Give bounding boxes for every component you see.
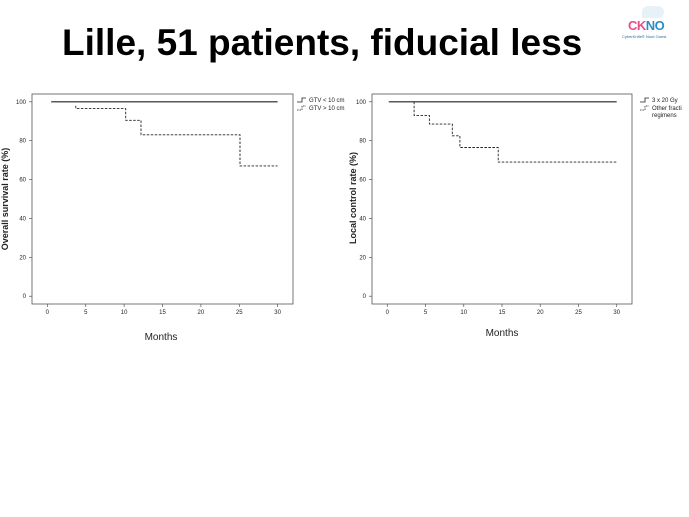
legend-label-0: 3 x 20 Gy <box>652 98 678 104</box>
x-tick-label: 0 <box>386 310 390 316</box>
x-tick-label: 5 <box>424 310 428 316</box>
x-axis-title: Months <box>145 332 178 343</box>
y-tick-label: 80 <box>19 139 26 145</box>
y-tick-label: 100 <box>356 100 367 106</box>
legend-symbol-1 <box>297 105 306 111</box>
series-line-1 <box>413 101 617 163</box>
y-tick-label: 40 <box>19 216 26 222</box>
x-tick-label: 30 <box>274 310 281 316</box>
slide-title: Lille, 51 patients, fiducial less <box>62 22 583 63</box>
y-tick-label: 60 <box>19 178 26 184</box>
y-tick-label: 20 <box>19 255 26 261</box>
logo-no: NO <box>645 18 665 33</box>
x-tick-label: 15 <box>499 310 506 316</box>
y-tick-label: 20 <box>359 255 366 261</box>
logo-text: CKNO <box>628 18 665 33</box>
x-axis-title: Months <box>486 328 519 339</box>
x-tick-label: 0 <box>46 310 50 316</box>
survival-chart: 0 5 10 15 20 25 30 0 20 40 60 80 100 Overall survival… <box>0 93 345 343</box>
y-tick-label: 100 <box>16 100 27 106</box>
logo-bubble-icon <box>642 6 664 18</box>
y-tick-label: 80 <box>359 139 366 145</box>
legend-symbol-1 <box>640 105 649 111</box>
x-tick-label: 25 <box>575 310 582 316</box>
x-tick-label: 25 <box>236 310 243 316</box>
y-axis-title: Local control rate (%) <box>348 152 358 244</box>
logo-subtitle: CyberKnife® Nord Ouest <box>622 34 667 39</box>
legend-label-1: GTV > 10 cm <box>309 106 345 112</box>
x-tick-label: 30 <box>613 310 620 316</box>
plot-frame <box>371 93 633 305</box>
series-line-1 <box>75 105 278 167</box>
local-control-chart: 0 5 10 15 20 25 30 0 20 40 60 80 100 Local control ra… <box>348 93 682 339</box>
legend-symbol-0 <box>297 97 306 103</box>
legend-label-0: GTV < 10 cm <box>309 98 345 104</box>
y-axis-title: Overall survival rate (%) <box>0 148 10 251</box>
y-tick-label: 0 <box>363 294 367 300</box>
x-tick-label: 5 <box>84 310 88 316</box>
y-tick-label: 40 <box>359 216 366 222</box>
legend-label-1: Other fracti regimens <box>652 106 682 119</box>
x-tick-label: 10 <box>121 310 128 316</box>
y-tick-label: 0 <box>23 294 27 300</box>
x-tick-label: 20 <box>198 310 205 316</box>
legend-symbol-0 <box>640 97 649 103</box>
y-tick-label: 60 <box>359 178 366 184</box>
cknord-logo: CKNO CyberKnife® Nord Ouest <box>620 2 686 46</box>
x-tick-label: 15 <box>159 310 166 316</box>
x-tick-label: 20 <box>537 310 544 316</box>
logo-ck: CK <box>628 18 646 33</box>
x-tick-label: 10 <box>460 310 467 316</box>
plot-frame <box>31 93 294 305</box>
